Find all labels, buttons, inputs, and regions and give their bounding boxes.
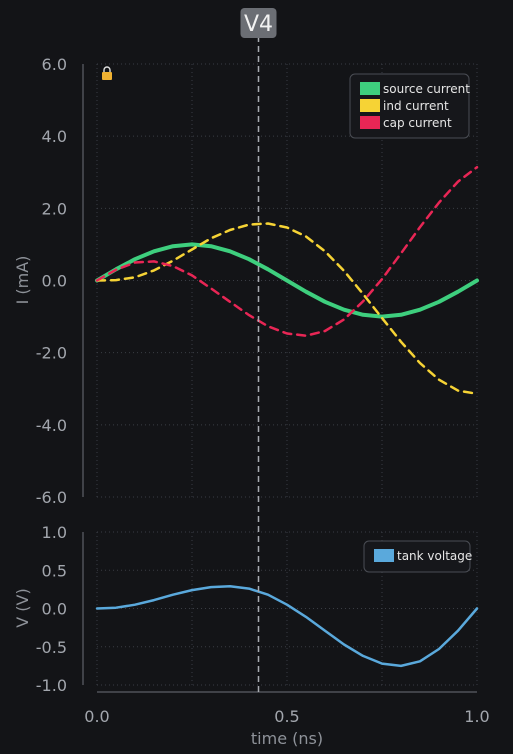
legend-label: cap current (383, 116, 452, 130)
cursor-tag (240, 8, 277, 38)
x-axis-label: time (ns) (251, 729, 323, 748)
plot-panel-2: 1.0 0.5 0.0 -0.5 -1.0 V (V) tank voltage 0.0 0.5… (13, 523, 490, 748)
y-tick-label: 0.5 (42, 561, 67, 580)
y-axis-label: I (mA) (13, 256, 32, 305)
y-tick-label: 2.0 (42, 199, 67, 218)
y-tick-label: -6.0 (36, 488, 67, 507)
lock-shackle (103, 66, 111, 72)
series-line-cap-current (95, 165, 479, 337)
legend-label: ind current (383, 99, 449, 113)
y-tick-label: -1.0 (36, 676, 67, 695)
y-tick-label: 1.0 (42, 523, 67, 542)
legend-label: tank voltage (397, 549, 472, 563)
legend-label: source current (383, 82, 470, 96)
y-tick-label: -2.0 (36, 344, 67, 363)
y-tick-label: 0.0 (42, 272, 67, 291)
legend-box (363, 540, 471, 573)
legend-swatch (360, 99, 380, 112)
x-tick-label: 0.0 (84, 707, 109, 726)
legend: source current ind current cap current (349, 73, 470, 139)
x-tick-label: 0.5 (274, 707, 299, 726)
lock-body (102, 72, 112, 80)
series-line-tank-voltage (95, 585, 479, 668)
y-tick-label: -0.5 (36, 638, 67, 657)
plot-panel-1: 6.0 4.0 2.0 0.0 -2.0 -4.0 -6.0 I (mA) source cur… (13, 55, 479, 507)
cursor-label: V4 (244, 12, 273, 37)
legend: tank voltage (363, 540, 472, 573)
y-tick-label: 4.0 (42, 127, 67, 146)
lock-icon (102, 66, 112, 80)
series-line-ind-current (95, 222, 479, 396)
series-line-source-current (95, 242, 479, 319)
x-tick-label: 1.0 (464, 707, 489, 726)
legend-swatch (360, 116, 380, 129)
cursor-marker: V4 (240, 8, 277, 692)
y-tick-label: 6.0 (42, 55, 67, 74)
y-axis-label: V (V) (13, 588, 32, 627)
legend-swatch (374, 549, 394, 562)
y-tick-label: -4.0 (36, 416, 67, 435)
legend-swatch (360, 82, 380, 95)
y-tick-label: 0.0 (42, 600, 67, 619)
